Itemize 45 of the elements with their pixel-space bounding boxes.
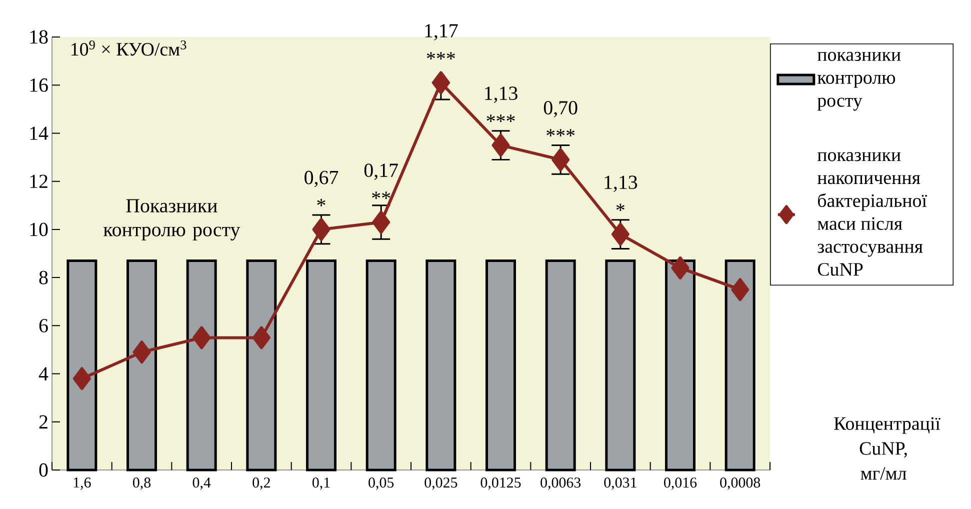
- x-tick-label: 0,2: [252, 478, 270, 490]
- point: [432, 71, 450, 94]
- x-tick-label: 0,025: [424, 478, 458, 490]
- annotation: 1,13 ***: [485, 86, 518, 122]
- point: [492, 134, 510, 157]
- x-tick-label: 1,6: [74, 478, 91, 490]
- y-tick-label: 18: [30, 30, 48, 44]
- point: [72, 367, 91, 390]
- annotation: 0,67 *: [304, 170, 338, 206]
- y-tick-label: 14: [30, 126, 48, 140]
- y-tick-label: 6: [39, 318, 48, 332]
- annotation: 0,70 ***: [544, 101, 578, 136]
- y-tick-label: 10: [30, 222, 48, 236]
- x-tick-label: 0,0063: [540, 478, 581, 490]
- annotation: 1,17 ***: [425, 24, 458, 60]
- y-tick-label: 8: [39, 270, 48, 284]
- point: [552, 148, 570, 172]
- point: [372, 210, 390, 234]
- x-tick-label: 0,8: [132, 478, 151, 490]
- annotation: Показники контролю росту: [104, 199, 240, 240]
- y-tick-label: 4: [38, 367, 48, 380]
- point: [731, 278, 750, 302]
- x-tick-label: 0,1: [312, 478, 330, 490]
- legend-label: показники контролю росту: [817, 52, 901, 111]
- annotation: 0,17 **: [364, 164, 398, 199]
- x-tick-label: 0,031: [604, 478, 636, 490]
- point: [611, 222, 630, 246]
- x-tick-label: 0,0125: [480, 478, 521, 490]
- annotation: 1,13 *: [604, 176, 638, 212]
- x-axis-title: Концентрації CuNP, мг/мл: [834, 417, 940, 480]
- point: [132, 340, 151, 364]
- point: [192, 326, 211, 350]
- x-tick-label: 0,4: [192, 478, 211, 490]
- y-tick-label: 2: [39, 415, 48, 428]
- y-tick-label: 12: [30, 174, 48, 188]
- y-tick-label: 0: [39, 463, 48, 477]
- x-tick-label: 0,016: [664, 478, 697, 490]
- y-tick-label: 16: [30, 78, 48, 92]
- point: [252, 326, 270, 350]
- point: [312, 218, 330, 241]
- x-tick-label: 0,0008: [720, 478, 760, 490]
- legend-label: показники накопичення бактеріальної маси після застосування CuNP: [817, 152, 927, 276]
- point: [671, 256, 690, 280]
- y-axis-title: 10$^{9}$ × КУО/см$^{3}$: [72, 40, 186, 56]
- x-tick-label: 0,05: [368, 478, 394, 490]
